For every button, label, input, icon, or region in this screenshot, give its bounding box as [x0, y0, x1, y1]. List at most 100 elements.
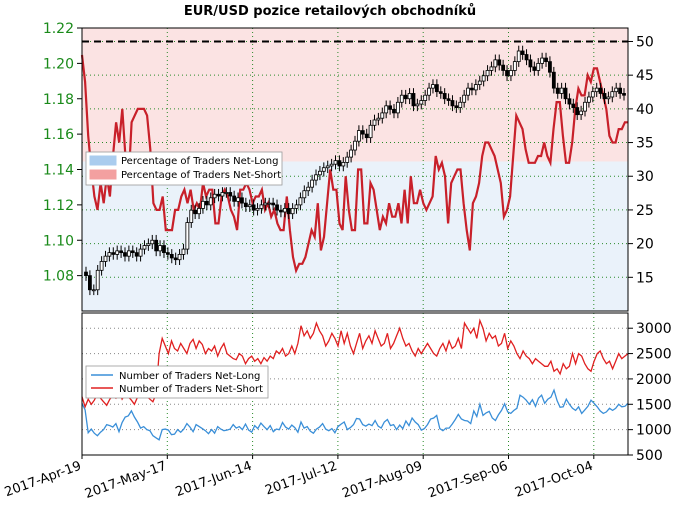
candle-body	[243, 202, 248, 208]
candle-body	[279, 209, 283, 213]
candle-body	[337, 160, 342, 167]
candle-body	[302, 190, 307, 199]
legend-swatch	[89, 169, 117, 180]
candle-body	[622, 93, 626, 96]
candle-body	[220, 192, 225, 197]
candle-body	[399, 94, 404, 103]
right-tick-label: 50	[636, 34, 654, 50]
candle-body	[310, 179, 315, 188]
candle-body	[497, 59, 502, 66]
candle-body	[520, 50, 525, 55]
candle-body	[606, 96, 611, 100]
candle-body	[150, 239, 155, 245]
candle-body	[158, 245, 162, 252]
candle-body	[360, 130, 365, 135]
legend-label: Number of Traders Net-Short	[119, 384, 263, 395]
candle-body	[142, 245, 147, 250]
left-tick-label: 1.08	[43, 269, 74, 285]
candle-body	[197, 208, 201, 215]
candle-body	[294, 204, 299, 209]
candle-body	[423, 94, 428, 101]
candle-body	[329, 163, 334, 167]
candle-body	[193, 209, 198, 215]
candle-body	[255, 208, 260, 211]
candle-body	[579, 110, 584, 116]
candle-body	[185, 222, 190, 250]
candle-body	[450, 100, 455, 107]
left-tick-label: 1.20	[43, 56, 74, 72]
candle-body	[481, 75, 486, 82]
candle-body	[271, 202, 276, 206]
candle-body	[103, 255, 108, 262]
candle-body	[95, 269, 100, 291]
candle-body	[119, 250, 123, 254]
candle-body	[454, 105, 459, 108]
candle-body	[134, 252, 139, 257]
date-axis-ticks: 2017-Apr-19 2017-May-17 2017-Jun-14 2017-Ju…	[3, 455, 595, 502]
candle-body	[247, 204, 252, 208]
candle-body	[189, 209, 194, 223]
candle-body	[208, 197, 213, 206]
candle-body	[99, 261, 104, 271]
legend-box	[85, 151, 283, 186]
candle-body	[555, 87, 560, 94]
candle-body	[162, 245, 166, 254]
right-tick-label: 2500	[636, 347, 672, 363]
candle-body	[427, 87, 431, 96]
candle-body	[107, 252, 112, 257]
left-tick-label: 1.16	[43, 127, 74, 143]
candle-body	[524, 54, 529, 61]
candle-body	[251, 204, 256, 211]
candle-body	[477, 80, 482, 85]
candle-body	[87, 275, 92, 291]
candle-body	[473, 84, 478, 91]
candle-body	[286, 208, 291, 215]
candle-body	[536, 62, 541, 71]
candle-body	[575, 107, 580, 116]
candle-body	[602, 93, 607, 100]
right-axis-ticks-top: 15 20 25 30 35 40 45 50	[628, 34, 654, 286]
right-tick-label: 40	[636, 102, 654, 118]
candle-body	[590, 91, 595, 98]
candle-body	[240, 197, 244, 204]
right-tick-label: 2000	[636, 372, 672, 388]
candle-body	[169, 253, 174, 259]
candle-body	[282, 208, 287, 213]
candle-body	[173, 257, 178, 261]
x-tick-label: 2017-Aug-09	[340, 459, 424, 502]
candle-body	[376, 117, 381, 121]
left-tick-label: 1.12	[43, 198, 74, 214]
candle-body	[224, 192, 229, 194]
x-tick-label: 2017-Jun-14	[174, 459, 254, 500]
candle-body	[318, 170, 322, 176]
net-short-percent-series	[80, 54, 628, 275]
candle-body	[306, 186, 311, 192]
candle-body	[368, 124, 373, 139]
candle-body	[434, 84, 439, 93]
candle-body	[177, 253, 182, 261]
candle-body	[321, 167, 326, 172]
candle-body	[610, 91, 615, 98]
candle-body	[314, 174, 318, 181]
candle-body	[567, 98, 572, 105]
candle-body	[341, 162, 346, 167]
legend-label: Percentage of Traders Net-Short	[121, 170, 281, 181]
candle-body	[462, 94, 467, 103]
candle-body	[201, 200, 205, 209]
left-tick-label: 1.10	[43, 233, 74, 249]
candle-body	[91, 289, 96, 292]
candle-body	[353, 140, 357, 151]
chart-title: EUR/USD pozice retailových obchodníků	[184, 4, 476, 19]
candle-body	[216, 193, 221, 197]
candle-body	[532, 66, 537, 71]
candle-body	[372, 119, 377, 126]
candle-body	[501, 64, 506, 71]
left-tick-label: 1.18	[43, 92, 74, 108]
count-series-line	[81, 318, 629, 409]
candle-body	[126, 250, 131, 257]
candle-body	[415, 103, 420, 107]
candle-body	[123, 252, 127, 257]
candle-body	[345, 156, 350, 163]
candle-body	[431, 84, 435, 89]
x-tick-label: 2017-Apr-19	[3, 459, 84, 501]
